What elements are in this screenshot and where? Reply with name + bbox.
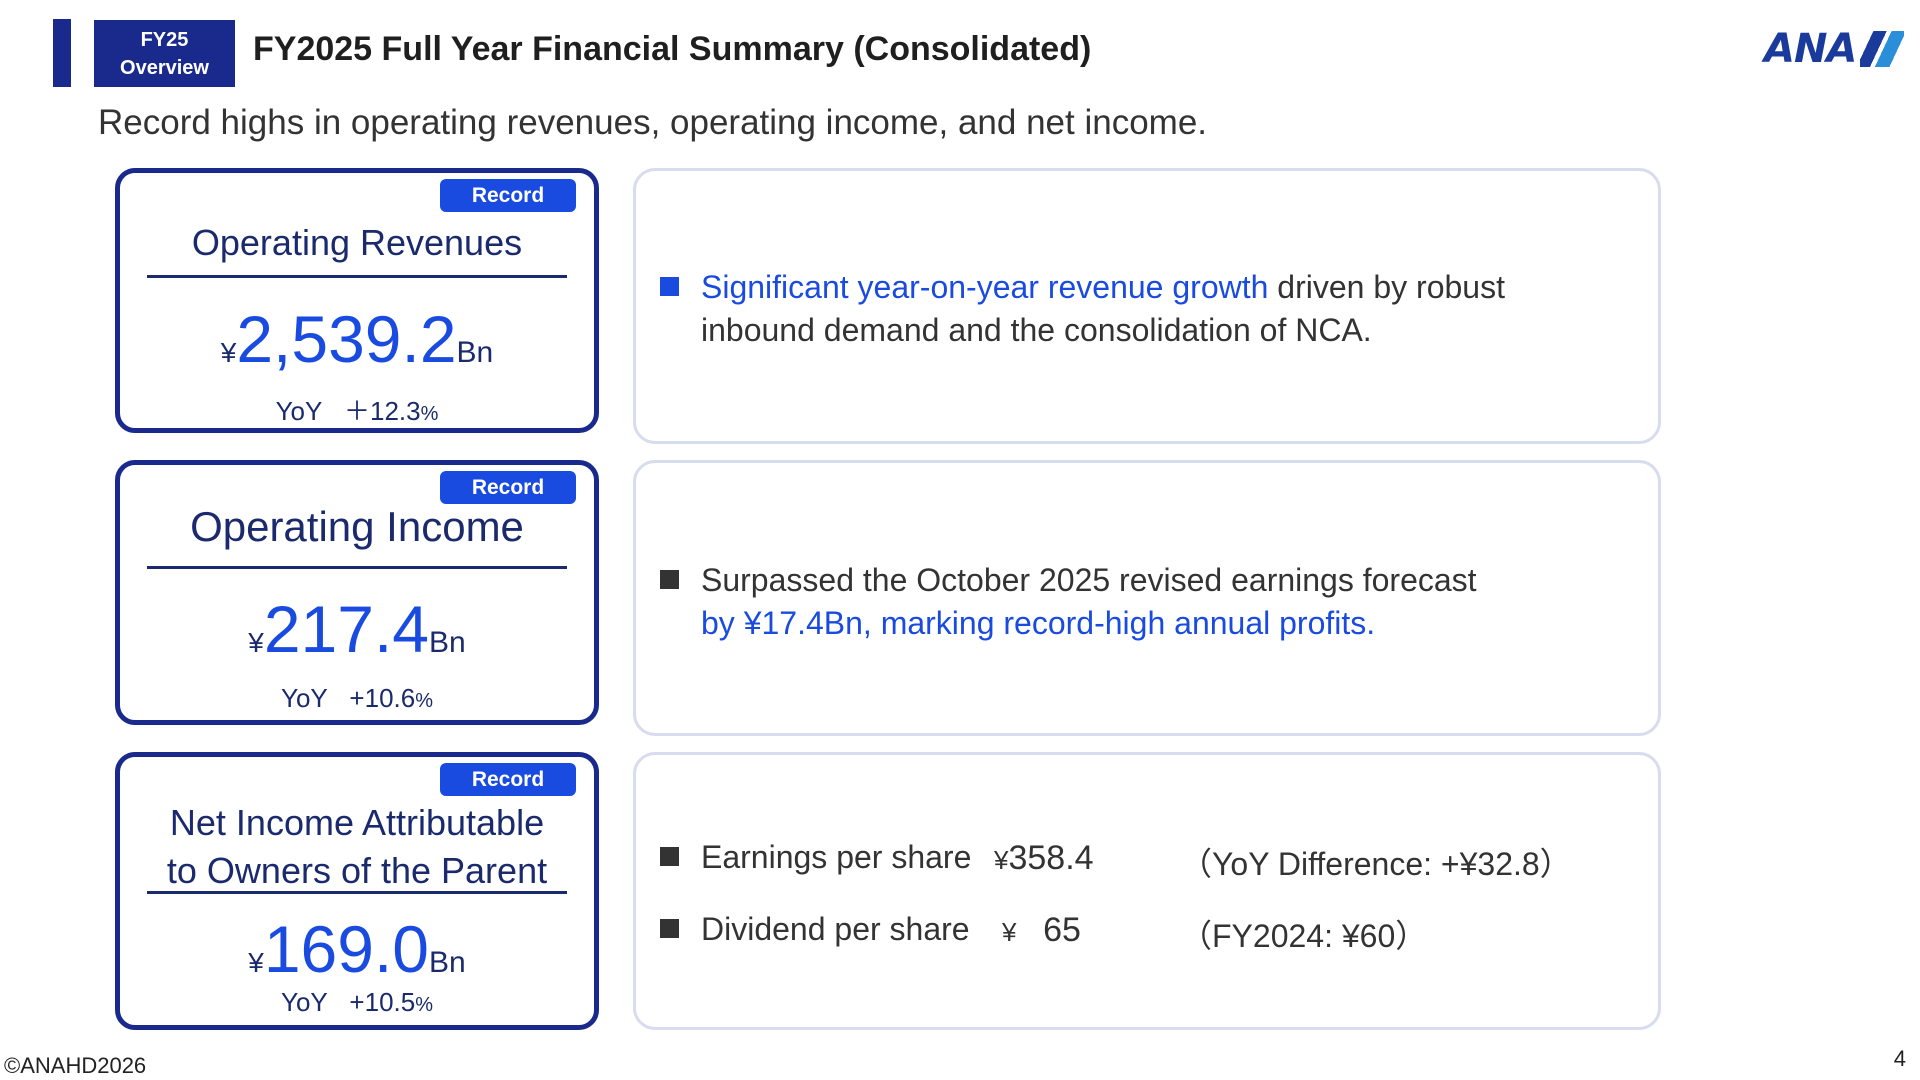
dps-number: 65 xyxy=(1043,911,1081,949)
kpi-value: ¥169.0Bn xyxy=(120,911,594,987)
kpi-currency: ¥ xyxy=(248,627,264,658)
kpi-card-operating-revenues: Record Operating Revenues ¥2,539.2Bn YoY… xyxy=(115,168,599,433)
income-text-line2: by ¥17.4Bn, marking record-high annual p… xyxy=(701,605,1376,641)
kpi-unit: Bn xyxy=(456,336,494,369)
ana-logo-slash-icon xyxy=(1860,31,1904,67)
kpi-divider xyxy=(147,566,567,569)
kpi-divider xyxy=(147,275,567,278)
page-number: 4 xyxy=(1893,1046,1906,1071)
income-text-line1: Surpassed the October 2025 revised earni… xyxy=(701,562,1477,598)
kpi-currency: ¥ xyxy=(248,947,264,978)
dps-note: （FY2024: ¥60） xyxy=(1180,918,1428,954)
kpi-yoy-unit: % xyxy=(415,994,434,1016)
kpi-yoy: YoY ＋12.3% xyxy=(120,391,594,428)
bullet-square-icon xyxy=(660,919,679,938)
revenue-bullet: Significant year-on-year revenue growth … xyxy=(660,266,1505,309)
kpi-unit: Bn xyxy=(429,946,466,979)
record-badge: Record xyxy=(440,763,576,796)
copyright: ©ANAHD2026 xyxy=(4,1053,147,1078)
record-badge: Record xyxy=(440,471,576,504)
detail-card-income: Surpassed the October 2025 revised earni… xyxy=(633,460,1661,736)
revenue-highlight: Significant year-on-year revenue growth xyxy=(701,269,1269,305)
eps-label: Earnings per share xyxy=(660,839,971,876)
eps-currency: ¥ xyxy=(994,845,1009,875)
record-badge: Record xyxy=(440,179,576,212)
kpi-yoy-label: YoY xyxy=(280,987,328,1017)
bullet-square-icon xyxy=(660,277,679,296)
kpi-currency: ¥ xyxy=(220,337,237,368)
dps-value: ¥ 65 xyxy=(1002,911,1081,950)
kpi-card-net-income: Record Net Income Attributable to Owners… xyxy=(115,752,599,1030)
kpi-divider xyxy=(147,891,567,894)
kpi-value: ¥2,539.2Bn xyxy=(120,301,594,377)
dps-currency: ¥ xyxy=(1002,917,1017,947)
kpi-yoy-value: ＋12.3 xyxy=(344,396,421,426)
kpi-unit: Bn xyxy=(429,626,466,659)
kpi-title-line2: to Owners of the Parent xyxy=(166,850,548,891)
dps-label-text: Dividend per share xyxy=(701,911,970,947)
bullet-square-icon xyxy=(660,847,679,866)
page-title: FY2025 Full Year Financial Summary (Cons… xyxy=(253,30,1092,68)
kpi-title: Operating Income xyxy=(190,503,524,550)
eps-label-text: Earnings per share xyxy=(701,839,972,875)
kpi-yoy-value: +10.5 xyxy=(349,987,416,1017)
header-accent-bar xyxy=(53,19,71,87)
revenue-text-line2: inbound demand and the consolidation of … xyxy=(701,312,1372,348)
kpi-number: 217.4 xyxy=(263,592,430,666)
kpi-yoy-unit: % xyxy=(420,403,439,425)
kpi-number: 169.0 xyxy=(263,912,430,986)
dps-label: Dividend per share xyxy=(660,911,970,948)
kpi-yoy-label: YoY xyxy=(280,683,328,713)
detail-card-net-income: Earnings per share ¥358.4 （YoY Differenc… xyxy=(633,752,1661,1030)
revenue-text: driven by robust xyxy=(1268,269,1505,305)
kpi-number: 2,539.2 xyxy=(236,302,457,376)
eps-note: （YoY Difference: +¥32.8） xyxy=(1180,846,1572,882)
kpi-title-line1: Net Income Attributable xyxy=(169,802,545,843)
eps-value: ¥358.4 xyxy=(994,839,1094,878)
eps-number: 358.4 xyxy=(1008,839,1094,877)
ana-logo: ANA xyxy=(1764,24,1904,74)
kpi-value: ¥217.4Bn xyxy=(120,591,594,667)
kpi-title: Operating Revenues xyxy=(191,222,523,263)
bullet-square-icon xyxy=(660,570,679,589)
section-tag-line1: FY25 xyxy=(140,28,189,51)
ana-logo-text: ANA xyxy=(1764,26,1857,72)
kpi-yoy: YoY +10.6% xyxy=(120,683,594,714)
kpi-card-operating-income: Record Operating Income ¥217.4Bn YoY +10… xyxy=(115,460,599,725)
detail-card-revenues: Significant year-on-year revenue growth … xyxy=(633,168,1661,444)
section-tag: FY25 Overview xyxy=(94,20,235,87)
page-subtitle: Record highs in operating revenues, oper… xyxy=(98,103,1208,142)
income-bullet: Surpassed the October 2025 revised earni… xyxy=(660,559,1477,602)
kpi-yoy: YoY +10.5% xyxy=(120,987,594,1018)
kpi-yoy-label: YoY xyxy=(275,396,323,426)
kpi-yoy-value: +10.6 xyxy=(349,683,416,713)
kpi-yoy-unit: % xyxy=(415,690,434,712)
section-tag-line2: Overview xyxy=(120,56,209,79)
